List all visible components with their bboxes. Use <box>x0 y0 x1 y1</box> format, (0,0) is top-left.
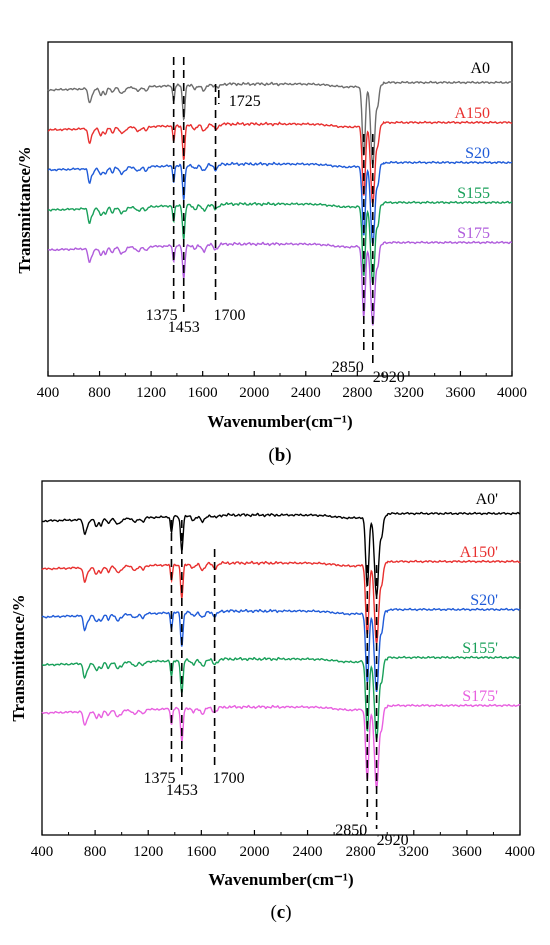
x-tick-label: 800 <box>88 385 111 401</box>
chart-panel-c: 400 800 1200 1600 2000 2400 2800 3200 3600 4000 Wa… <box>9 480 535 923</box>
annotation-label-1700: 1700 <box>213 770 245 787</box>
series-label: A0 <box>470 60 490 77</box>
x-tick-label: 2000 <box>239 844 269 860</box>
x-axis-title: Wavenumber(cm⁻¹) <box>207 412 352 431</box>
x-tick-label: 4000 <box>505 844 535 860</box>
series-line-A150' <box>41 559 521 644</box>
x-tick-label: 2000 <box>239 385 269 401</box>
y-axis-title: Transmittance/% <box>9 594 28 721</box>
series-label: S175 <box>457 225 490 242</box>
series-line-S20' <box>41 607 521 693</box>
x-tick-label: 2800 <box>346 844 376 860</box>
annotation-label-2850: 2850 <box>332 359 364 376</box>
chart-panel-b: 400 800 1200 1600 2000 2400 2800 3200 3600 4000 Wa… <box>15 41 527 466</box>
annotation-label-2920: 2920 <box>373 369 405 386</box>
x-tick-label: 400 <box>37 385 60 401</box>
panel-label: (c) <box>270 902 291 923</box>
x-tick-label: 1600 <box>186 844 216 860</box>
series-line-S155 <box>47 200 512 285</box>
annotation-label-1453: 1453 <box>166 782 198 799</box>
series-line-S175' <box>41 703 521 789</box>
series-label: A150' <box>460 544 499 561</box>
annotation-label-1725: 1725 <box>229 93 261 110</box>
x-axis-title: Wavenumber(cm⁻¹) <box>208 870 353 889</box>
series-label: S155 <box>457 185 490 202</box>
x-tick-label: 1200 <box>136 385 166 401</box>
series-label: A150 <box>454 105 490 122</box>
series-label: S175' <box>462 688 498 705</box>
series-line-S20 <box>47 160 513 245</box>
y-axis-title: Transmittance/% <box>15 146 34 273</box>
annotation-label-2850: 2850 <box>335 822 367 839</box>
x-tick-label: 2800 <box>342 385 372 401</box>
series-line-A150 <box>47 120 513 205</box>
annotation-label-2920: 2920 <box>377 832 409 849</box>
series-label: S155' <box>462 640 498 657</box>
x-tick-label: 3200 <box>394 385 424 401</box>
x-tick-label: 2400 <box>291 385 321 401</box>
panel-label: (b) <box>268 445 291 466</box>
annotation-label-1453: 1453 <box>168 319 200 336</box>
annotation-label-1700: 1700 <box>214 307 246 324</box>
series-label: A0' <box>476 491 499 508</box>
annotation-label-1375: 1375 <box>146 307 178 324</box>
x-tick-label: 2400 <box>293 844 323 860</box>
x-tick-label: 3600 <box>452 844 482 860</box>
series-label: S20 <box>465 145 490 162</box>
series-line-S155' <box>42 655 520 740</box>
x-tick-label: 3200 <box>399 844 429 860</box>
x-tick-label: 400 <box>31 844 54 860</box>
x-tick-label: 3600 <box>445 385 475 401</box>
x-tick-label: 4000 <box>497 385 527 401</box>
annotation-label-1375: 1375 <box>143 770 175 787</box>
series-line-A0 <box>47 80 513 166</box>
x-tick-label: 1200 <box>133 844 163 860</box>
x-tick-label: 800 <box>84 844 107 860</box>
series-line-A0' <box>42 511 520 597</box>
series-label: S20' <box>470 592 498 609</box>
x-tick-label: 1600 <box>188 385 218 401</box>
series-line-S175 <box>47 240 513 326</box>
